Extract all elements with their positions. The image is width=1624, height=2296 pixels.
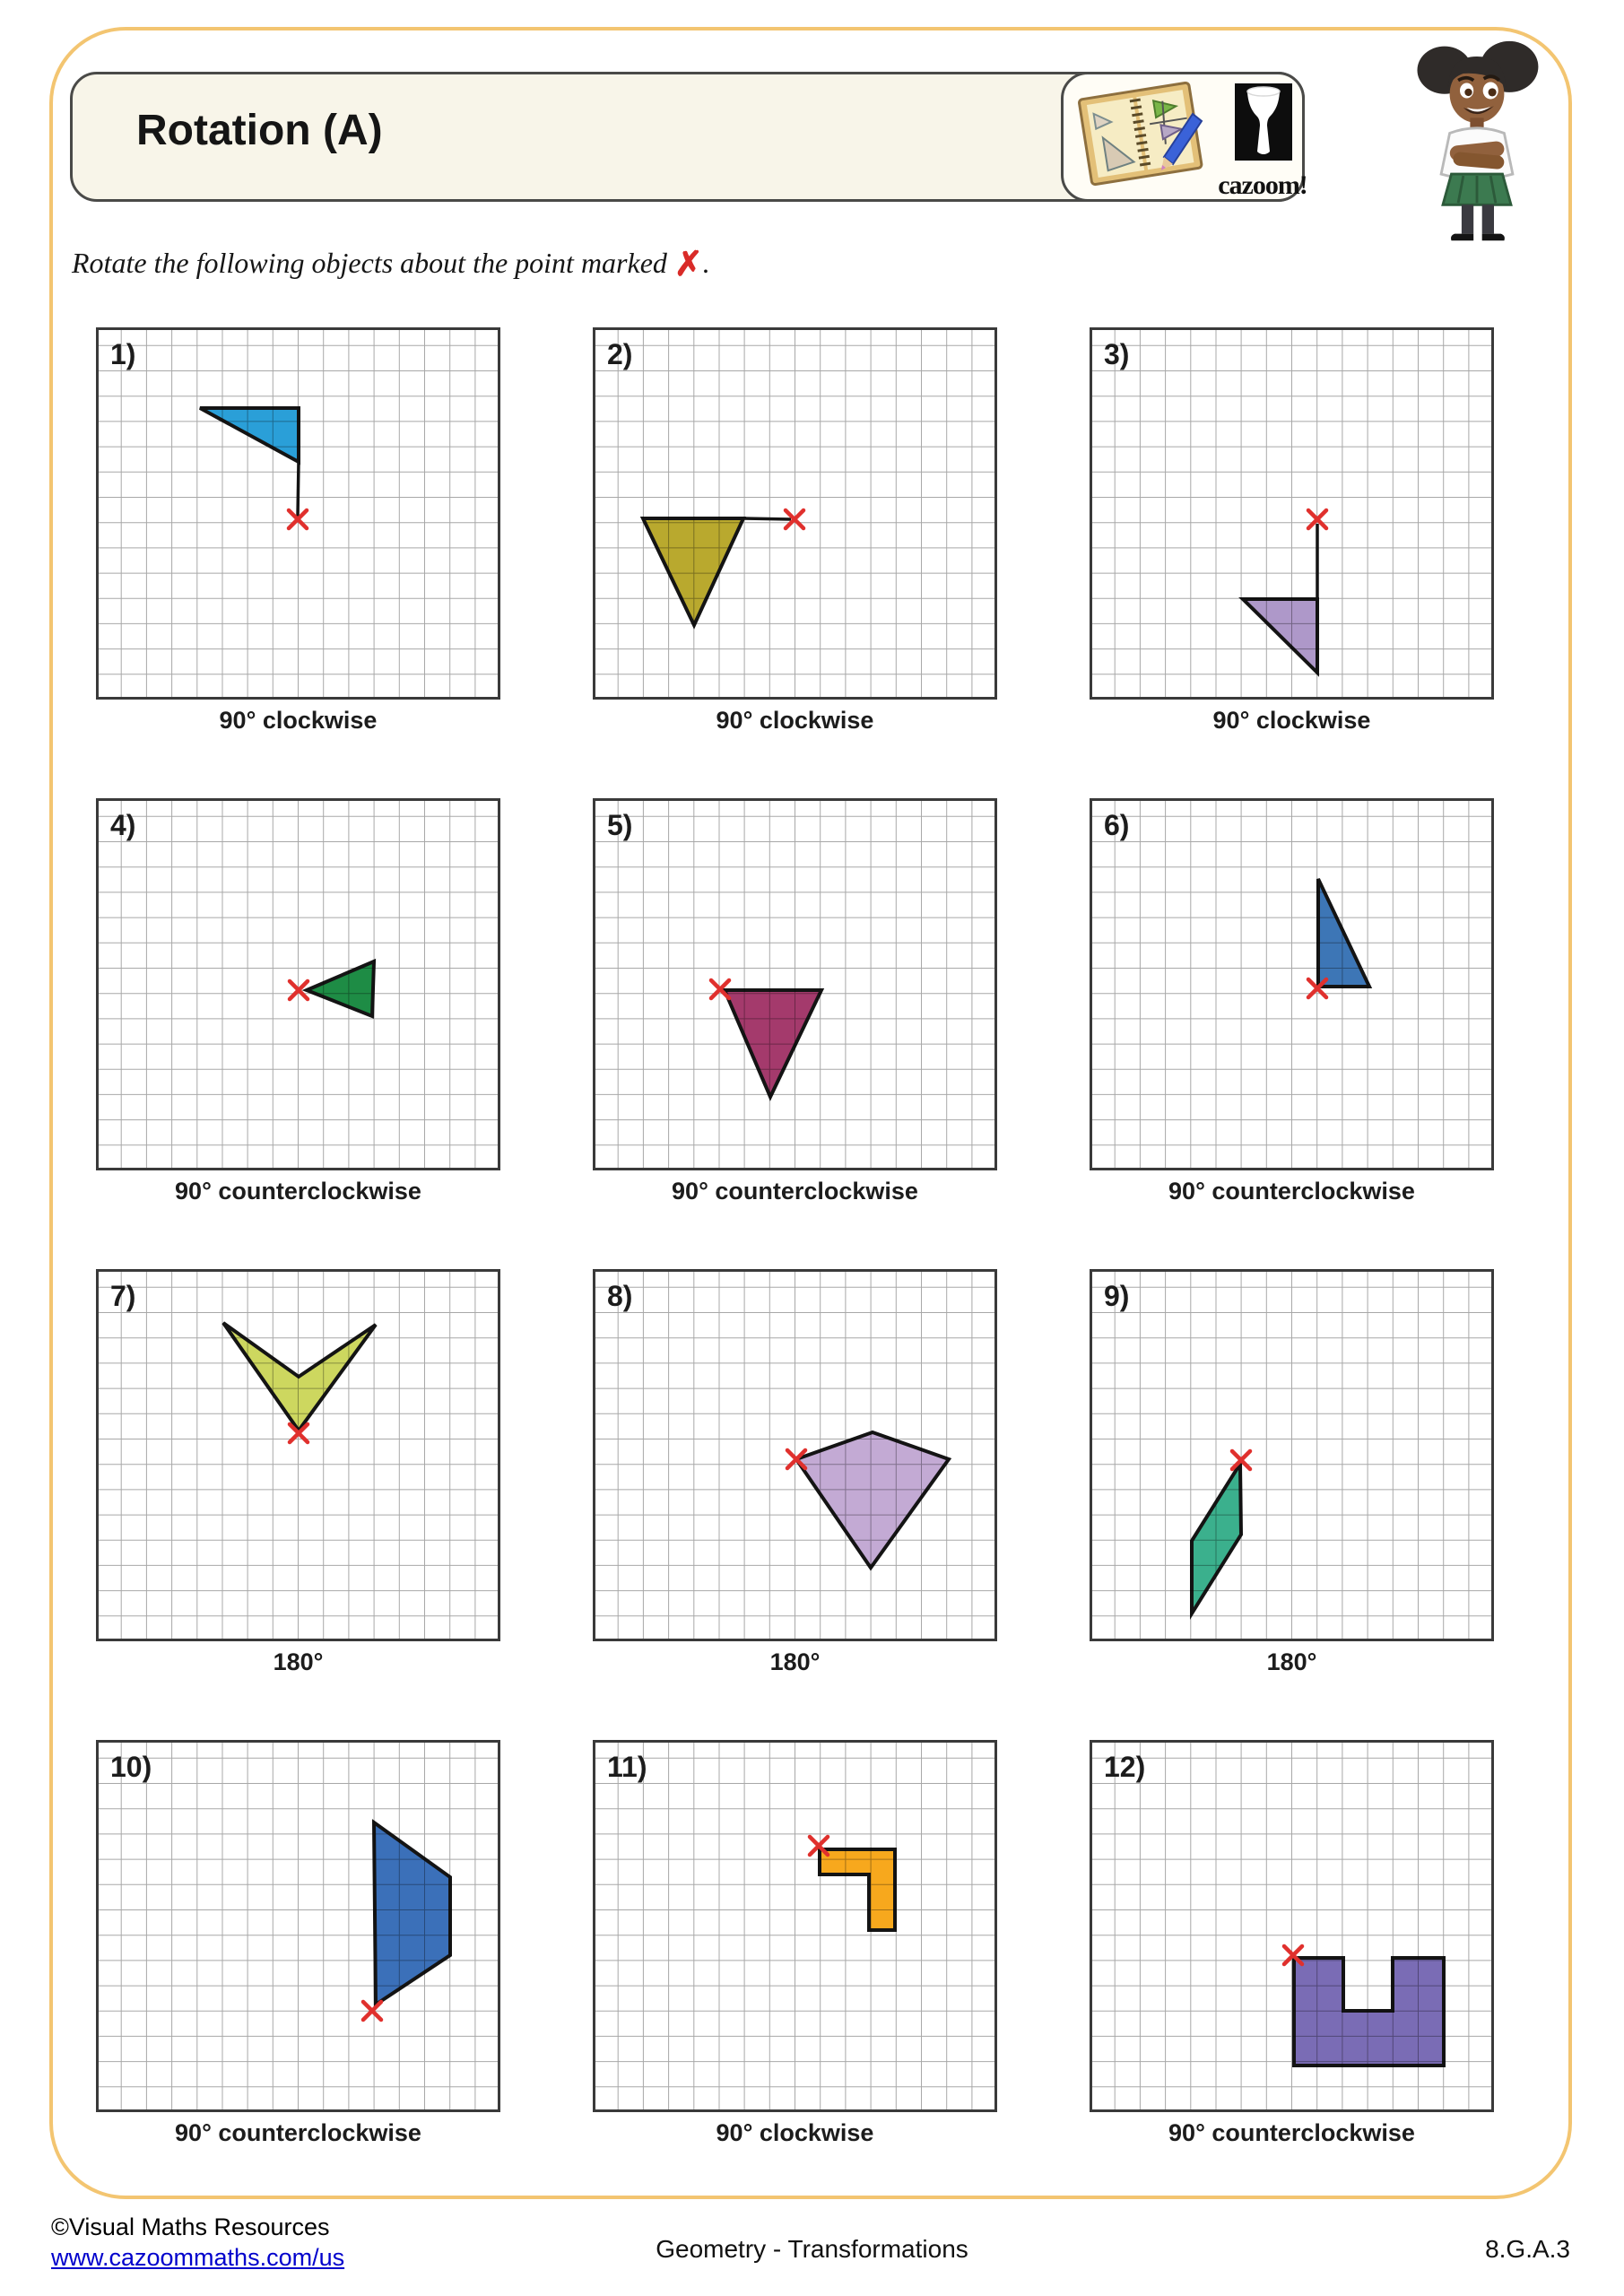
grid-canvas: [593, 798, 997, 1170]
rotation-point-marker: [1306, 977, 1329, 1000]
grid-canvas: [96, 1740, 500, 2112]
panel-caption: 90° counterclockwise: [1168, 2119, 1415, 2146]
student-character: [1417, 40, 1539, 241]
panel-number: 5): [607, 809, 633, 841]
grid-canvas: [593, 1740, 997, 2112]
panel-caption: 180°: [1266, 1648, 1317, 1675]
rotation-point-marker: [287, 1422, 310, 1445]
rotation-point-marker: [287, 978, 310, 1002]
shape: [818, 1848, 897, 1932]
rotation-point-marker: [785, 1448, 808, 1471]
exercise-panel-2: 2) 90° clockwise: [593, 327, 997, 751]
exercise-panel-6: 6) 90° counterclockwise: [1090, 798, 1494, 1222]
shape: [721, 988, 825, 1101]
footer-link[interactable]: www.cazoommaths.com/us: [51, 2244, 345, 2271]
panel-caption: 180°: [769, 1648, 821, 1675]
grid-canvas: [96, 798, 500, 1170]
shape: [793, 1430, 952, 1571]
grid-canvas: [1090, 1740, 1494, 2112]
grid-canvas: [593, 327, 997, 700]
panel-caption: 90° counterclockwise: [175, 1178, 421, 1205]
exercise-panel-11: 11) 90° clockwise: [593, 1740, 997, 2163]
grid-lines: [593, 327, 997, 700]
connector-line: [296, 461, 300, 517]
cazoom-logo-icon: [1235, 83, 1292, 161]
panel-number: 4): [110, 809, 136, 841]
grid-canvas: [1090, 1269, 1494, 1641]
exercise-panel-3: 3) 90° clockwise: [1090, 327, 1494, 751]
panel-caption: 180°: [273, 1648, 324, 1675]
panel-caption: 90° counterclockwise: [1168, 1178, 1415, 1205]
shape: [221, 1321, 378, 1434]
page-accent-border: [49, 27, 1572, 2199]
shape: [301, 958, 377, 1019]
grid-lines: [1090, 1269, 1494, 1641]
shape: [1190, 1457, 1244, 1620]
panel-caption: 90° clockwise: [219, 707, 378, 734]
rotation-point-marker: [783, 508, 806, 531]
rotation-point-marker: [1306, 508, 1329, 531]
grid-canvas: [96, 1269, 500, 1641]
grid-lines: [96, 1269, 500, 1641]
panel-caption: 90° counterclockwise: [175, 2119, 421, 2146]
panel-number: 3): [1104, 338, 1130, 370]
panel-number: 10): [110, 1751, 152, 1783]
panel-number: 8): [607, 1280, 633, 1312]
shape: [199, 406, 300, 465]
panel-number: 1): [110, 338, 136, 370]
grid-canvas: [1090, 327, 1494, 700]
exercise-panel-4: 4) 90° counterclockwise: [96, 798, 500, 1222]
rotation-point-marker: [286, 508, 309, 531]
rotation-point-marker: [807, 1834, 830, 1857]
exercise-panel-8: 8) 180°: [593, 1269, 997, 1692]
panel-number: 9): [1104, 1280, 1130, 1312]
panel-caption: 90° counterclockwise: [672, 1178, 918, 1205]
footer-copyright: ©Visual Maths Resources: [51, 2213, 330, 2240]
brand-text: cazoom!: [1218, 170, 1308, 200]
exercise-panel-5: 5) 90° counterclockwise: [593, 798, 997, 1222]
grid-lines: [593, 798, 997, 1170]
shape: [1238, 597, 1319, 677]
grid-lines: [96, 1740, 500, 2112]
panel-caption: 90° clockwise: [716, 2119, 874, 2146]
panel-caption: 90° clockwise: [1212, 707, 1371, 734]
footer-standard-code: 8.G.A.3: [1485, 2235, 1570, 2263]
exercise-panel-1: 1) 90° clockwise: [96, 327, 500, 751]
shape: [371, 1819, 452, 2008]
grid-lines: [96, 327, 500, 700]
exercise-panel-12: 12) 90° counterclockwise: [1090, 1740, 1494, 2163]
exercise-panel-10: 10) 90° counterclockwise: [96, 1740, 500, 2163]
shape: [639, 517, 747, 630]
instruction-text: Rotate the following objects about the p…: [72, 246, 710, 283]
panel-number: 11): [607, 1751, 647, 1783]
grid-lines: [593, 1269, 997, 1641]
panel-caption: 90° clockwise: [716, 707, 874, 734]
x-mark-glyph: ✗: [673, 246, 703, 283]
page-title: Rotation (A): [136, 107, 383, 154]
notebook-icon: [1078, 81, 1203, 187]
rotation-point-marker: [708, 978, 732, 1001]
grid-canvas: [96, 327, 500, 700]
panel-number: 2): [607, 338, 633, 370]
grid-lines: [96, 798, 500, 1170]
panel-number: 7): [110, 1280, 136, 1312]
exercise-panel-7: 7) 180°: [96, 1269, 500, 1692]
rotation-point-marker: [1229, 1448, 1253, 1472]
rotation-point-marker: [1281, 1944, 1305, 1967]
grid-canvas: [593, 1269, 997, 1641]
footer-topic: Geometry - Transformations: [656, 2235, 968, 2263]
exercise-panel-9: 9) 180°: [1090, 1269, 1494, 1692]
shape: [1316, 878, 1373, 988]
rotation-point-marker: [360, 1999, 384, 2022]
shape: [1292, 1956, 1446, 2067]
grid-canvas: [1090, 798, 1494, 1170]
connector-line: [743, 517, 792, 521]
header-icons-box: [1061, 72, 1305, 202]
grid-lines: [1090, 798, 1494, 1170]
panel-number: 6): [1104, 809, 1130, 841]
grid-lines: [593, 1740, 997, 2112]
panel-number: 12): [1104, 1751, 1146, 1783]
